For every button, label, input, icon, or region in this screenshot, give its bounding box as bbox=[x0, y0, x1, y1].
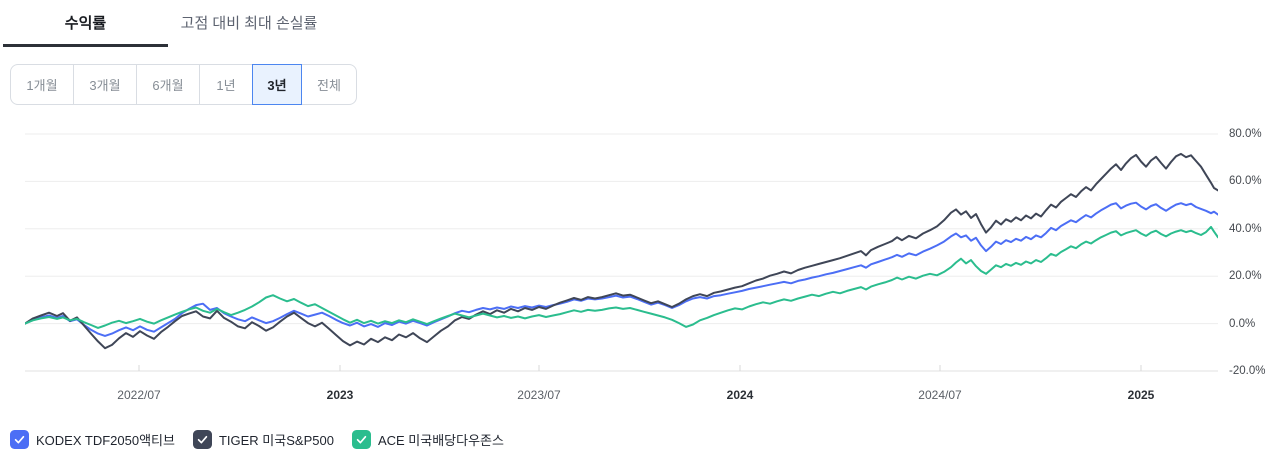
y-axis-label: 60.0% bbox=[1229, 175, 1262, 188]
period-button-3개월[interactable]: 3개월 bbox=[73, 64, 137, 105]
period-button-6개월[interactable]: 6개월 bbox=[136, 64, 200, 105]
period-button-3년[interactable]: 3년 bbox=[252, 64, 302, 105]
legend: KODEX TDF2050액티브 TIGER 미국S&P500 ACE 미국배당다우… bbox=[10, 430, 504, 449]
legend-item-2[interactable]: ACE 미국배당다우존스 bbox=[351, 430, 504, 449]
tab-returns[interactable]: 수익률 bbox=[64, 14, 107, 32]
x-axis-label: 2023 bbox=[326, 388, 354, 402]
period-button-전체[interactable]: 전체 bbox=[301, 64, 357, 105]
chart-plot-area[interactable] bbox=[25, 120, 1218, 378]
series-line-0 bbox=[25, 201, 1218, 337]
legend-item-1[interactable]: TIGER 미국S&P500 bbox=[192, 430, 334, 449]
series-line-1 bbox=[25, 152, 1218, 350]
y-axis-label: -20.0% bbox=[1229, 365, 1266, 377]
period-button-group: 1개월 3개월 6개월 1년 3년 전체 bbox=[10, 64, 357, 105]
x-axis-label: 2024 bbox=[726, 388, 754, 402]
legend-label: TIGER 미국S&P500 bbox=[218, 433, 334, 448]
checkbox-checked-icon[interactable] bbox=[192, 430, 212, 449]
period-button-1년[interactable]: 1년 bbox=[199, 64, 253, 105]
legend-label: ACE 미국배당다우존스 bbox=[377, 433, 504, 448]
x-axis-label: 2023/07 bbox=[517, 388, 561, 402]
y-axis-label: 20.0% bbox=[1229, 270, 1262, 283]
y-axis-label: 0.0% bbox=[1229, 317, 1256, 330]
checkbox-checked-icon[interactable] bbox=[10, 430, 29, 449]
tab-max-drawdown[interactable]: 고점 대비 최대 손실률 bbox=[180, 14, 318, 32]
x-axis-label: 2025 bbox=[1127, 388, 1155, 402]
series-line-2 bbox=[25, 225, 1218, 329]
x-axis-label: 2024/07 bbox=[918, 388, 962, 402]
x-axis-label: 2022/07 bbox=[117, 388, 161, 402]
y-axis-label: 80.0% bbox=[1229, 128, 1262, 140]
legend-label: KODEX TDF2050액티브 bbox=[36, 433, 175, 448]
legend-item-0[interactable]: KODEX TDF2050액티브 bbox=[10, 430, 175, 449]
y-axis-label: 40.0% bbox=[1229, 222, 1262, 235]
checkbox-checked-icon[interactable] bbox=[351, 430, 371, 449]
active-tab-underline bbox=[3, 44, 168, 47]
period-button-1개월[interactable]: 1개월 bbox=[10, 64, 74, 105]
